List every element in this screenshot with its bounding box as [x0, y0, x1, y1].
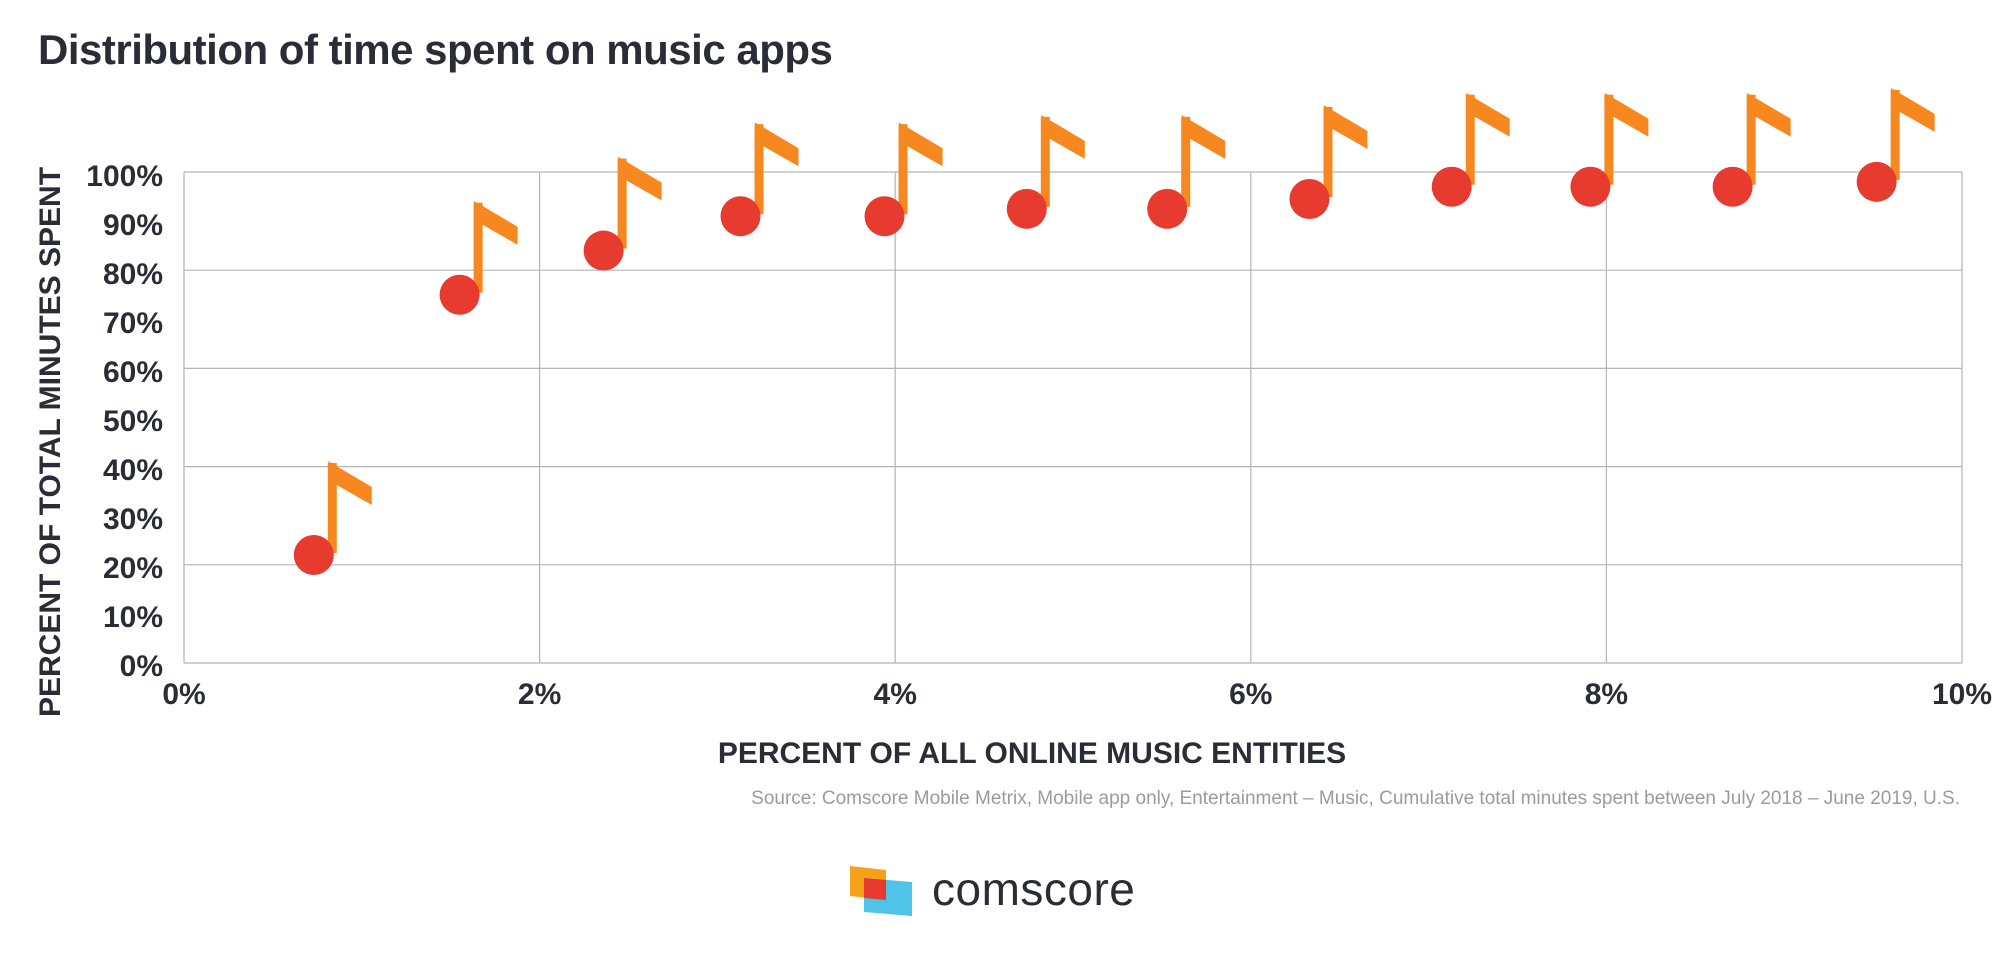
note-flag: [754, 122, 799, 167]
note-flag: [898, 122, 943, 167]
note-flag: [617, 156, 662, 201]
data-point: [1431, 166, 1472, 207]
y-tick-label: 60%: [103, 356, 163, 389]
music-note-icon: [439, 200, 518, 315]
y-tick-label: 0%: [120, 650, 163, 683]
note-flag: [1890, 87, 1935, 132]
note-flag: [327, 460, 372, 505]
music-note-icon: [583, 156, 662, 271]
music-note-icon: [293, 460, 372, 575]
y-tick-label: 20%: [103, 552, 163, 585]
music-note-icon: [1712, 92, 1791, 207]
data-point: [583, 230, 624, 271]
music-note-icon: [1006, 114, 1085, 229]
note-flag: [1040, 114, 1085, 159]
data-point: [1856, 161, 1897, 202]
y-tick-label: 70%: [103, 307, 163, 340]
comscore-logo-icon: [850, 866, 912, 916]
comscore-logo: comscore: [848, 862, 1168, 922]
x-tick-label: 10%: [1932, 678, 1992, 711]
x-tick-label: 6%: [1229, 678, 1272, 711]
music-note-icon: [720, 122, 799, 237]
note-flag: [1465, 92, 1510, 137]
note-flag: [473, 200, 518, 245]
source-note: Source: Comscore Mobile Metrix, Mobile a…: [751, 788, 1960, 809]
note-stem: [473, 202, 483, 293]
y-tick-label: 10%: [103, 601, 163, 634]
note-stem: [1746, 94, 1756, 185]
data-point: [720, 196, 761, 237]
logo-text: comscore: [932, 863, 1136, 915]
note-flag: [1181, 114, 1226, 159]
y-tick-label: 90%: [103, 209, 163, 242]
music-note-icon: [1570, 92, 1649, 207]
data-point: [1147, 188, 1188, 229]
data-point: [439, 274, 480, 315]
music-note-icon: [864, 122, 943, 237]
music-note-icon: [1289, 105, 1368, 220]
data-point: [293, 534, 334, 575]
note-stem: [1040, 116, 1050, 207]
scatter-chart: 0% 2% 4% 6% 8% 10% 0% 10% 20% 30% 40% 50% 60% 70% 80% 9…: [34, 87, 1992, 770]
data-point: [1006, 188, 1047, 229]
note-stem: [1465, 94, 1475, 185]
note-stem: [1890, 89, 1900, 180]
data-point: [1712, 166, 1753, 207]
note-flag: [1604, 92, 1649, 137]
x-tick-label: 2%: [518, 678, 561, 711]
x-tick-label: 4%: [874, 678, 917, 711]
note-stem: [754, 124, 764, 215]
data-point: [1570, 166, 1611, 207]
y-axis-label: PERCENT OF TOTAL MINUTES SPENT: [34, 167, 67, 717]
music-note-icon: [1147, 114, 1226, 229]
note-stem: [1604, 94, 1614, 185]
music-note-icon: [1431, 92, 1510, 207]
note-stem: [898, 124, 908, 215]
note-stem: [327, 462, 337, 553]
note-stem: [1181, 116, 1191, 207]
music-note-icon: [1856, 87, 1935, 202]
data-point: [1289, 179, 1330, 220]
x-tick-label: 0%: [162, 678, 205, 711]
note-stem: [617, 158, 627, 249]
y-tick-label: 50%: [103, 405, 163, 438]
chart-title: Distribution of time spent on music apps: [38, 26, 833, 73]
y-tick-label: 80%: [103, 258, 163, 291]
note-stem: [1323, 107, 1333, 198]
note-flag: [1323, 105, 1368, 150]
y-tick-label: 100%: [86, 160, 163, 193]
x-tick-label: 8%: [1585, 678, 1628, 711]
tick-labels: 0% 2% 4% 6% 8% 10% 0% 10% 20% 30% 40% 50% 60% 70% 80% 9…: [86, 160, 1992, 711]
y-tick-label: 30%: [103, 503, 163, 536]
data-points: [293, 87, 1935, 575]
x-axis-label: PERCENT OF ALL ONLINE MUSIC ENTITIES: [718, 737, 1346, 770]
note-flag: [1746, 92, 1791, 137]
grid-lines: [183, 171, 1963, 664]
y-tick-label: 40%: [103, 454, 163, 487]
data-point: [864, 196, 905, 237]
